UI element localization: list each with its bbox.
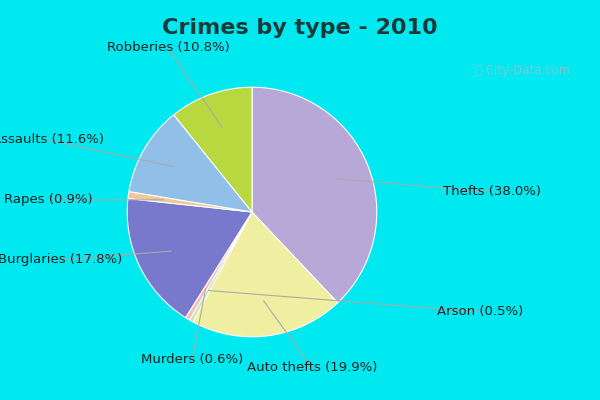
Text: Murders (0.6%): Murders (0.6%) — [141, 354, 243, 366]
Text: Auto thefts (19.9%): Auto thefts (19.9%) — [247, 362, 377, 374]
Wedge shape — [193, 212, 338, 337]
Text: Arson (0.5%): Arson (0.5%) — [437, 306, 523, 318]
Wedge shape — [128, 192, 252, 212]
Wedge shape — [129, 115, 252, 212]
Text: Thefts (38.0%): Thefts (38.0%) — [443, 186, 541, 198]
Wedge shape — [174, 87, 252, 212]
Wedge shape — [185, 212, 252, 320]
Wedge shape — [127, 198, 252, 318]
Text: Crimes by type - 2010: Crimes by type - 2010 — [162, 18, 438, 38]
Text: Burglaries (17.8%): Burglaries (17.8%) — [0, 254, 122, 266]
Text: ⓘ City-Data.com: ⓘ City-Data.com — [475, 64, 570, 77]
Text: Robberies (10.8%): Robberies (10.8%) — [107, 42, 229, 54]
Text: Assaults (11.6%): Assaults (11.6%) — [0, 134, 104, 146]
Wedge shape — [190, 212, 252, 322]
Wedge shape — [252, 87, 377, 303]
Text: Rapes (0.9%): Rapes (0.9%) — [4, 194, 92, 206]
